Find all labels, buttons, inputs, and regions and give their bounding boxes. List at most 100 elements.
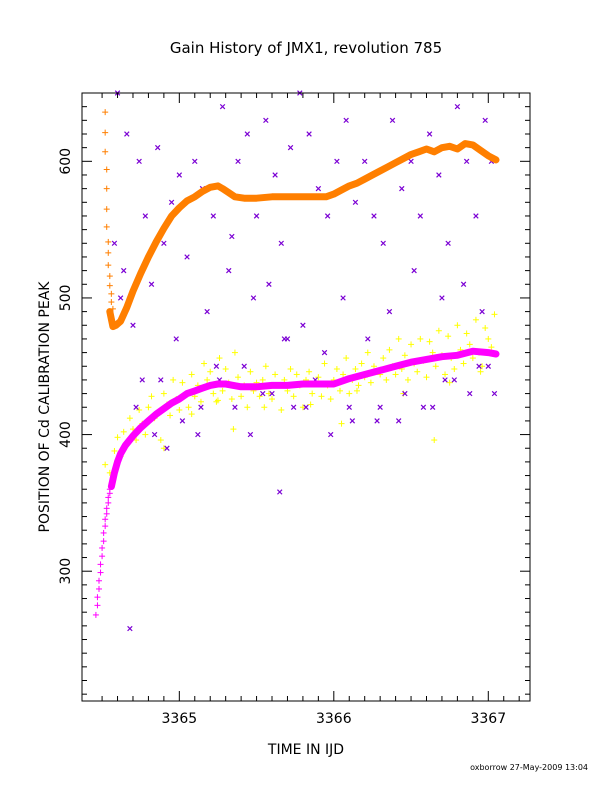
series-4-point: [426, 338, 433, 345]
series-5-point: [315, 185, 322, 192]
series-4-point: [204, 376, 211, 383]
series-1-point: [105, 238, 112, 245]
series-5-point: [374, 418, 380, 424]
series-1-point: [103, 206, 110, 213]
series-4-point: [414, 368, 421, 375]
series-4-point: [358, 360, 365, 367]
series-5-point: [154, 144, 161, 151]
series-5-point: [232, 404, 238, 410]
series-5-point: [142, 213, 149, 219]
y-tick-label: 500: [58, 285, 74, 312]
series-5-point: [269, 390, 275, 397]
series-4-point: [386, 346, 393, 353]
series-1-point: [102, 129, 109, 136]
series-5-point: [454, 103, 461, 110]
series-4-point: [442, 371, 449, 378]
series-5-point: [411, 267, 417, 274]
series-5-point: [244, 131, 251, 137]
series-4-point: [219, 387, 226, 394]
series-4-point: [395, 335, 402, 342]
series-5-point: [463, 158, 470, 165]
series-4-point: [451, 365, 458, 372]
series-4-point: [160, 390, 167, 397]
series-4-point: [446, 379, 453, 386]
series-0-line: [106, 140, 500, 331]
series-5-point: [352, 199, 359, 206]
series-4-point: [247, 368, 254, 375]
series-4-point: [306, 368, 313, 375]
y-axis-label: POSITION OF Cd CALIBRATION PEAK: [37, 281, 53, 533]
x-tick-label: 3367: [470, 711, 506, 727]
series-5-point: [408, 158, 414, 165]
series-5-point: [253, 213, 260, 219]
series-3-point: [100, 529, 107, 536]
series-4-point: [479, 363, 486, 370]
series-4-point: [188, 411, 195, 418]
series-4-point: [299, 404, 306, 411]
series-3-point: [102, 516, 109, 523]
series-5-point: [111, 240, 118, 247]
series-4-point: [262, 363, 269, 370]
series-5-point: [482, 117, 488, 124]
x-tick-label: 3366: [316, 711, 352, 727]
series-4-point: [423, 374, 430, 381]
series-2-line: [107, 347, 500, 490]
series-3-point: [105, 494, 112, 501]
series-3-point: [105, 499, 112, 506]
series-4-point: [380, 355, 387, 362]
series-5-point: [426, 131, 433, 137]
series-5-point: [327, 431, 334, 438]
series-5-point: [173, 336, 179, 342]
series-4-point: [353, 387, 360, 394]
series-4-point: [404, 376, 411, 383]
series-5-point: [371, 213, 377, 219]
series-5-point: [460, 281, 467, 288]
series-4-point: [408, 341, 415, 348]
series-5-point: [139, 377, 145, 383]
series-4-point: [318, 393, 325, 400]
series-5-point: [136, 158, 142, 165]
series-5-point: [124, 131, 130, 137]
series-5-point: [176, 172, 183, 178]
y-axis: 300 400 500 600: [58, 92, 530, 695]
series-4-point: [157, 437, 164, 444]
series-1-point: [103, 185, 110, 192]
series-3-point: [95, 577, 102, 584]
series-5-point: [151, 431, 158, 438]
series-4-point: [293, 371, 300, 378]
footer-credit: oxborrow 27-May-2009 13:04: [470, 763, 588, 772]
series-3-point: [94, 594, 101, 601]
series-4-point: [185, 404, 192, 411]
series-4-point: [355, 382, 362, 389]
series-1-point: [108, 299, 115, 306]
series-5-point: [290, 404, 297, 410]
series-4-point: [179, 379, 186, 386]
series-4-point: [307, 401, 314, 408]
series-3-point: [102, 523, 109, 530]
series-4-point: [228, 396, 235, 403]
series-4-point: [222, 365, 229, 372]
series-5-point: [263, 117, 269, 124]
series-5-point: [219, 103, 226, 110]
series-5-point: [402, 390, 408, 397]
series-5-point: [158, 377, 164, 383]
series-4-point: [417, 335, 424, 342]
series-4-point: [290, 393, 297, 400]
series-5-point: [321, 349, 328, 356]
series-5-point: [272, 172, 278, 178]
series-4-point: [367, 379, 374, 386]
series-5-point: [365, 336, 371, 342]
series-5-point: [346, 404, 352, 410]
x-axis: 3365 3366 3367: [101, 93, 520, 727]
chart-title: Gain History of JMX1, revolution 785: [170, 39, 442, 57]
series-4-point: [352, 365, 359, 372]
series-5-point: [445, 240, 451, 247]
series-5-point: [340, 295, 346, 301]
series-4-point: [272, 371, 279, 378]
series-4-point: [259, 376, 266, 383]
series-4-point: [210, 390, 217, 397]
series-4-point: [256, 393, 263, 400]
series-5-point: [133, 404, 139, 410]
series-4-point: [278, 406, 285, 413]
